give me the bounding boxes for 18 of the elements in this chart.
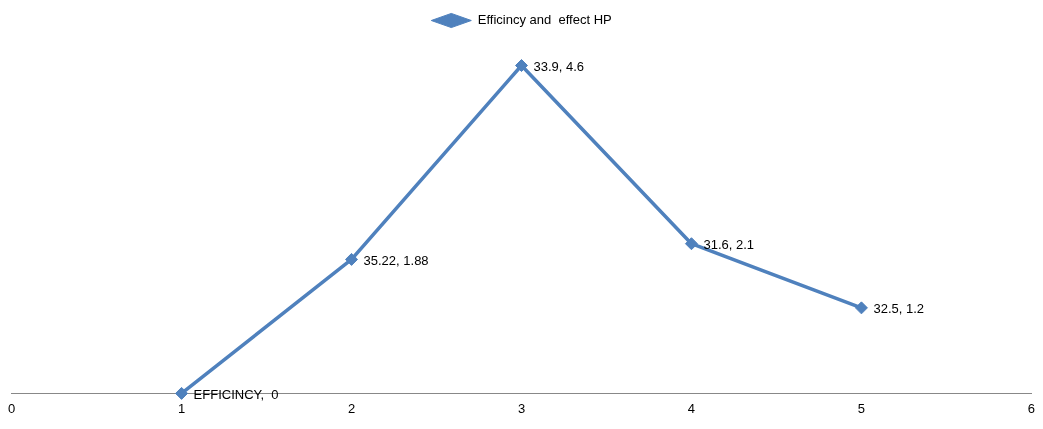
- data-label: 31.6, 2.1: [703, 237, 755, 253]
- x-tick-label: 2: [347, 400, 356, 416]
- x-tick-label: 0: [8, 400, 16, 416]
- x-tick-label: 1: [177, 400, 186, 416]
- x-tick-label: 3: [517, 400, 526, 416]
- point: [854, 301, 868, 315]
- data-label: 35.22, 1.88: [363, 252, 429, 268]
- point: [175, 386, 189, 400]
- point: [684, 237, 698, 251]
- legend-label: Efficincy and effect HP: [477, 12, 612, 28]
- data-label: 33.9, 4.6: [533, 59, 585, 75]
- point: [515, 59, 528, 73]
- x-tick-label: 5: [857, 400, 866, 416]
- point: [345, 252, 359, 266]
- data-label: EFFICINCY, 0: [193, 386, 279, 402]
- data-label: 32.5, 1.2: [873, 301, 925, 317]
- x-tick-label: 6: [1027, 400, 1035, 416]
- x-tick-label: 4: [687, 400, 696, 416]
